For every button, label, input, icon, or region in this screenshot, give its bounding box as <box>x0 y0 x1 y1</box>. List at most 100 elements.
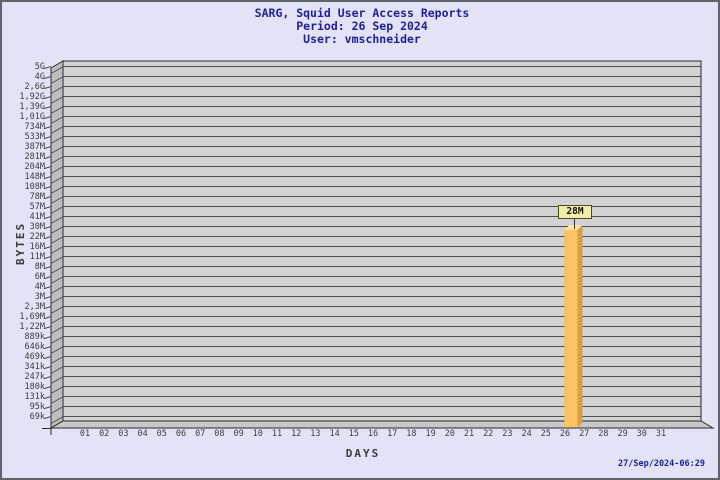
wall-grid-line <box>50 186 64 194</box>
y-tick <box>44 136 52 139</box>
y-axis-title: BYTES <box>14 221 27 265</box>
wall-grid-line <box>50 126 64 134</box>
wall-grid-line <box>50 326 64 334</box>
y-tick-label: 646k <box>24 341 45 352</box>
y-tick <box>44 406 52 409</box>
y-tick <box>44 286 52 289</box>
x-tick-label: 14 <box>329 429 340 439</box>
wall-grid-line <box>50 206 64 214</box>
y-tick-label: 22M <box>29 231 45 242</box>
wall-grid-line <box>50 136 64 144</box>
x-tick-label: 25 <box>540 429 551 439</box>
x-tick-label: 19 <box>425 429 436 439</box>
wall-grid-line <box>50 236 64 244</box>
wall-grid-line <box>50 96 64 104</box>
y-tick <box>44 186 52 189</box>
y-tick <box>44 206 52 209</box>
y-tick <box>44 396 52 399</box>
y-tick-label: 8M <box>34 261 45 272</box>
y-tick-label: 57M <box>29 201 45 212</box>
y-tick <box>44 366 52 369</box>
wall-grid-line <box>50 166 64 174</box>
y-tick-label: 95k <box>29 401 45 412</box>
y-tick-label: 30M <box>29 221 45 232</box>
y-tick-label: 108M <box>24 181 45 192</box>
y-tick <box>44 336 52 339</box>
x-tick-label: 30 <box>636 429 647 439</box>
bar-value-label: 28M <box>558 205 592 219</box>
y-tick <box>44 96 52 99</box>
bar-top-face <box>564 225 583 230</box>
y-tick <box>44 106 52 109</box>
y-tick-label: 889k <box>24 331 45 342</box>
x-axis-title: DAYS <box>345 447 381 460</box>
y-tick <box>44 386 52 389</box>
y-tick <box>44 326 52 329</box>
x-tick-label: 13 <box>310 429 321 439</box>
wall-grid-line <box>50 356 64 364</box>
y-tick <box>44 306 52 309</box>
y-tick <box>44 66 52 69</box>
wall-grid-line <box>50 276 64 284</box>
wall-grid-line <box>50 176 64 184</box>
gridlines-and-ticks <box>44 66 701 424</box>
report-period: Period: 26 Sep 2024 <box>296 19 428 33</box>
y-tick-label: 387M <box>24 141 45 152</box>
x-tick-label: 29 <box>617 429 628 439</box>
x-tick-label: 18 <box>406 429 417 439</box>
wall-grid-line <box>50 216 64 224</box>
bar-side-face <box>577 225 583 428</box>
y-tick-label: 1,92G <box>19 91 45 102</box>
y-tick <box>44 226 52 229</box>
y-tick <box>44 376 52 379</box>
y-tick-label: 533M <box>24 131 45 142</box>
x-tick-label: 02 <box>99 429 110 439</box>
y-tick <box>44 236 52 239</box>
wall-grid-line <box>50 316 64 324</box>
wall-grid-line <box>50 116 64 124</box>
wall-grid-line <box>50 416 64 424</box>
x-tick-label: 20 <box>444 429 455 439</box>
x-tick-label: 24 <box>521 429 532 439</box>
wall-grid-line <box>50 146 64 154</box>
y-tick <box>44 176 52 179</box>
y-tick-label: 247k <box>24 371 45 382</box>
y-tick <box>44 246 52 249</box>
y-tick <box>44 166 52 169</box>
axis-origin-marks <box>42 421 52 435</box>
x-tick-label: 12 <box>291 429 302 439</box>
wall-grid-line <box>50 306 64 314</box>
y-tick-label: 11M <box>29 251 45 262</box>
y-tick <box>44 276 52 279</box>
y-tick-label: 1,69M <box>19 311 45 322</box>
y-tick-label: 2,3M <box>24 301 45 312</box>
y-tick-label: 341k <box>24 361 45 372</box>
wall-grid-line <box>50 376 64 384</box>
x-tick-label: 28 <box>598 429 609 439</box>
y-tick <box>44 266 52 269</box>
y-tick-label: 1,01G <box>19 111 45 122</box>
y-tick-label: 6M <box>34 271 45 282</box>
x-tick-label: 10 <box>252 429 263 439</box>
y-tick <box>44 126 52 129</box>
wall-grid-line <box>50 226 64 234</box>
y-tick <box>44 296 52 299</box>
x-tick-label: 03 <box>118 429 129 439</box>
y-tick-label: 5G <box>34 61 45 72</box>
wall-grid-line <box>50 336 64 344</box>
wall-grid-line <box>50 286 64 294</box>
y-tick <box>44 316 52 319</box>
y-tick <box>44 416 52 419</box>
y-tick-label: 281M <box>24 151 45 162</box>
wall-grid-line <box>50 106 64 114</box>
y-tick-label: 1,22M <box>19 321 45 332</box>
wall-grid-line <box>50 396 64 404</box>
y-tick-label: 4G <box>34 71 45 82</box>
x-tick-label: 07 <box>195 429 206 439</box>
x-tick-label: 04 <box>137 429 148 439</box>
x-tick-label: 21 <box>463 429 475 439</box>
bar-front-face <box>564 230 578 428</box>
bar-day-26 <box>564 218 583 428</box>
wall-grid-line <box>50 246 64 254</box>
